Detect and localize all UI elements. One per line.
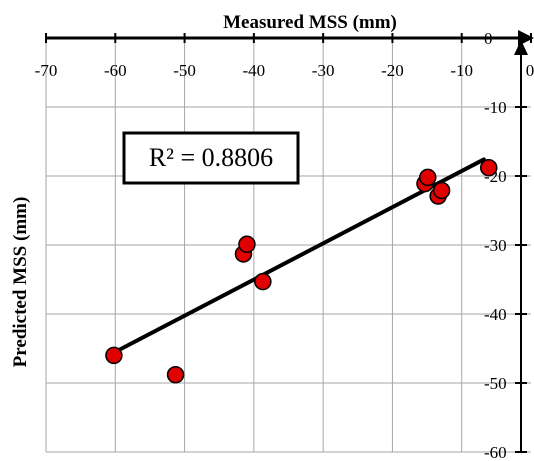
x-tick-label: 0: [526, 61, 534, 80]
x-tick-label: -30: [312, 61, 335, 80]
r2-annotation-box: R² = 0.8806: [122, 131, 300, 185]
data-point: [105, 346, 123, 365]
x-tick-label: -40: [243, 61, 266, 80]
x-tick-label: -20: [381, 61, 404, 80]
data-point: [479, 158, 498, 177]
y-tick-label: -60: [484, 443, 507, 461]
x-tick-label: -50: [173, 61, 196, 80]
data-point: [254, 272, 272, 291]
data-point: [432, 181, 451, 200]
data-point: [238, 235, 256, 254]
tick-labels: -70 -60 -50 -40 -30 -20 -10 0-60-50-40-30-20-10…: [35, 29, 534, 461]
x-axis-label: Measured MSS (mm): [223, 12, 397, 33]
y-tick-label: -40: [484, 305, 507, 324]
x-tick-label: -70: [35, 61, 58, 80]
axes: [45, 30, 534, 453]
r2-annotation: R² = 0.8806: [149, 143, 273, 172]
y-tick-label: 0: [484, 29, 493, 48]
y-tick-label: -50: [484, 374, 507, 393]
x-tick-label: -60: [104, 61, 127, 80]
data-points: [105, 158, 498, 384]
y-tick-label: -30: [484, 236, 507, 255]
data-point: [419, 168, 437, 187]
y-tick-label: -10: [484, 98, 507, 117]
grid-lines: [45, 38, 531, 453]
data-point: [166, 365, 185, 384]
y-axis-arrow: [514, 40, 528, 55]
x-tick-label: -10: [450, 61, 473, 80]
y-axis-label: Predicted MSS (mm): [10, 197, 31, 368]
